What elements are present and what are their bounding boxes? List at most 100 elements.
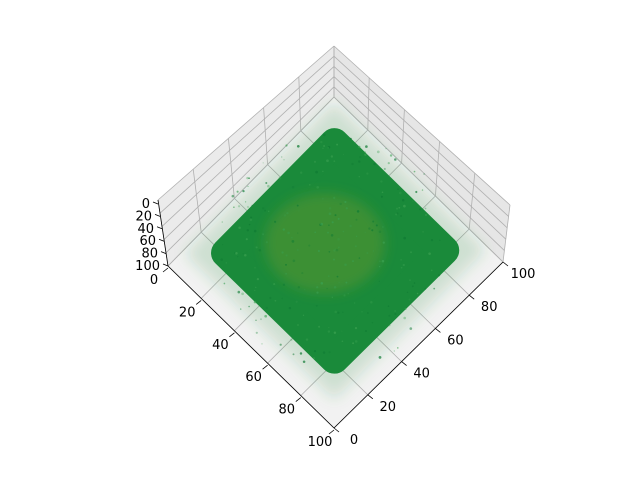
data-point — [433, 287, 436, 290]
data-point — [328, 224, 330, 227]
data-point — [255, 331, 258, 334]
data-point — [424, 287, 427, 290]
z-tick-label: 20 — [135, 209, 152, 224]
point-cloud-core — [264, 193, 385, 294]
grid-line — [333, 55, 509, 217]
data-point — [354, 327, 358, 330]
data-point — [383, 167, 386, 171]
data-point — [282, 228, 285, 231]
data-point — [322, 170, 324, 172]
data-point — [296, 249, 299, 251]
back-wall-left — [158, 46, 334, 266]
data-point — [262, 233, 265, 236]
data-point — [403, 316, 407, 320]
x-tick-label: 60 — [447, 333, 464, 348]
data-point — [240, 308, 242, 310]
grid-line — [157, 45, 335, 201]
y-tick-mark — [195, 300, 202, 305]
data-point — [320, 140, 323, 144]
data-point — [265, 241, 268, 244]
data-point — [365, 145, 368, 148]
data-point — [403, 204, 406, 208]
data-point — [393, 350, 395, 352]
z-tick-mark — [162, 263, 169, 267]
grid-line — [333, 66, 508, 229]
data-point — [327, 146, 331, 149]
data-point — [394, 158, 397, 161]
data-point — [245, 238, 248, 241]
data-point — [295, 300, 298, 303]
data-point — [333, 160, 336, 163]
data-point — [248, 223, 251, 226]
data-point — [302, 360, 306, 363]
data-point — [336, 275, 339, 278]
data-point — [317, 250, 320, 252]
x-axis-line — [333, 261, 504, 429]
data-point — [342, 230, 345, 233]
data-point — [291, 237, 293, 239]
data-point — [246, 205, 250, 209]
data-point — [334, 248, 337, 250]
data-point — [388, 324, 391, 327]
data-point — [413, 282, 416, 284]
data-point — [242, 253, 244, 255]
data-point — [358, 145, 361, 149]
data-point — [288, 306, 292, 310]
data-point — [262, 207, 265, 210]
data-point — [397, 347, 399, 349]
data-point — [333, 331, 337, 335]
data-point — [387, 161, 390, 165]
z-tick-label: 80 — [141, 247, 158, 262]
data-point — [251, 204, 253, 207]
data-point — [220, 258, 223, 261]
data-point — [394, 310, 396, 312]
data-point — [403, 236, 407, 240]
data-point — [236, 255, 239, 258]
data-point — [421, 189, 424, 191]
data-point — [358, 176, 360, 178]
data-point — [250, 216, 253, 219]
data-point — [322, 133, 326, 137]
data-point — [256, 277, 260, 281]
data-point — [439, 239, 441, 242]
data-point — [419, 208, 422, 211]
data-point — [375, 224, 378, 227]
data-point — [331, 221, 334, 224]
data-point — [248, 305, 250, 308]
data-point — [320, 282, 324, 285]
data-point — [322, 351, 326, 354]
data-point — [327, 147, 329, 149]
data-point — [316, 185, 320, 189]
data-point — [264, 209, 267, 212]
data-point — [406, 291, 409, 293]
y-tick-label: 60 — [245, 370, 262, 385]
data-point — [394, 312, 397, 316]
grid-line — [435, 141, 440, 197]
data-point — [361, 310, 363, 313]
data-point — [347, 293, 349, 295]
data-point — [422, 230, 425, 233]
y-tick-label: 100 — [308, 435, 333, 450]
data-point — [315, 170, 318, 174]
grid-line — [263, 107, 268, 165]
x-tick-label: 100 — [511, 267, 536, 282]
data-point — [300, 171, 303, 174]
data-point — [396, 212, 399, 215]
data-point — [345, 281, 348, 284]
grid-line — [192, 169, 202, 233]
z-tick-mark — [152, 201, 159, 205]
data-point — [401, 199, 405, 202]
data-point — [400, 266, 403, 269]
grid-line — [159, 55, 335, 214]
data-point — [402, 263, 405, 267]
data-point — [370, 300, 373, 304]
data-point — [353, 302, 356, 304]
data-point — [371, 229, 374, 232]
data-point — [283, 159, 285, 161]
data-point — [244, 254, 247, 257]
data-point — [352, 260, 354, 263]
data-point — [333, 258, 335, 261]
data-point — [297, 232, 299, 234]
data-point — [372, 250, 375, 252]
z-tick-label: 60 — [139, 234, 156, 249]
